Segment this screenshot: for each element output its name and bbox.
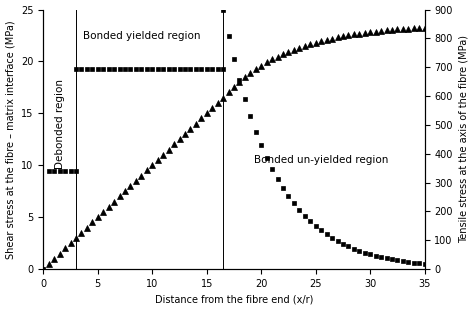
Y-axis label: Shear stress at the fibre – matrix interface (MPa): Shear stress at the fibre – matrix inter…	[6, 20, 16, 259]
Text: Debonded region: Debonded region	[55, 79, 64, 169]
Text: Bonded yielded region: Bonded yielded region	[82, 30, 200, 41]
Y-axis label: Tensile stress at the axis of the fibre (MPa): Tensile stress at the axis of the fibre …	[458, 35, 468, 243]
X-axis label: Distance from the fibre end (x/r): Distance from the fibre end (x/r)	[155, 294, 313, 304]
Text: Bonded un-yielded region: Bonded un-yielded region	[254, 155, 388, 165]
